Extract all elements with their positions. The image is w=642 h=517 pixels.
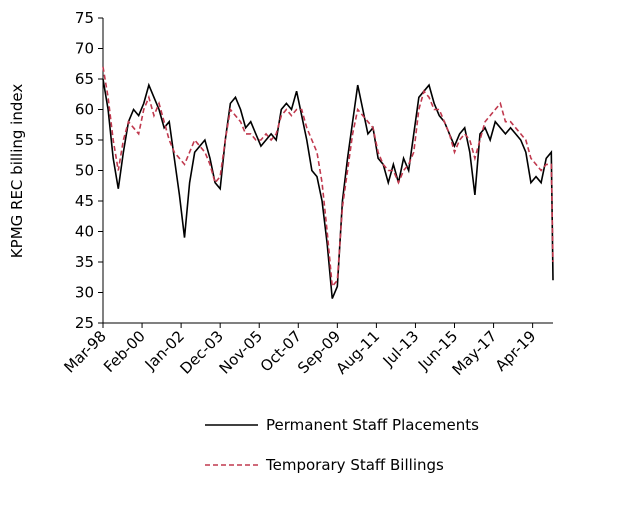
y-tick-label: 60	[75, 101, 94, 119]
x-tick-label: Jul-13	[379, 327, 423, 371]
x-tick-label: Dec-03	[176, 327, 227, 378]
y-axis-label: KPMG REC billing index	[8, 84, 26, 259]
y-tick-label: 55	[75, 131, 94, 149]
x-tick-label: Aug-11	[332, 327, 383, 378]
series-line	[102, 66, 554, 289]
y-tick-label: 45	[75, 192, 94, 210]
x-tick-label: Apr-19	[492, 327, 540, 375]
series-line	[102, 78, 554, 299]
y-tick-label: 40	[75, 223, 94, 241]
legend-label: Permanent Staff Placements	[266, 416, 479, 434]
y-tick-label: 70	[75, 40, 94, 58]
y-tick-label: 50	[75, 162, 94, 180]
y-tick-label: 35	[75, 253, 94, 271]
y-tick-label: 30	[75, 284, 94, 302]
legend-label: Temporary Staff Billings	[265, 456, 444, 474]
y-tick-label: 25	[75, 314, 94, 332]
x-tick-label: Nov-05	[216, 327, 266, 377]
y-tick-label: 65	[75, 70, 94, 88]
x-tick-label: Feb-00	[100, 327, 149, 376]
y-tick-label: 75	[75, 9, 94, 27]
x-tick-label: Mar-98	[60, 327, 109, 376]
